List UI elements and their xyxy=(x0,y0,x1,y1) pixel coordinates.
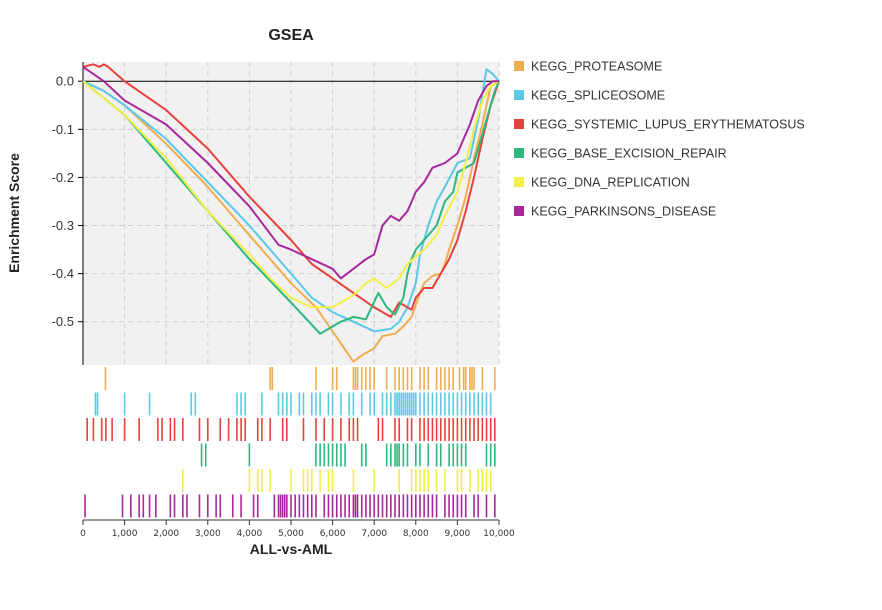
hit-markers xyxy=(84,367,496,518)
x-tick-label: 5,000 xyxy=(278,529,304,539)
y-tick-label: -0.5 xyxy=(52,314,74,329)
legend-swatch xyxy=(514,148,524,158)
x-tick-label: 8,000 xyxy=(403,529,429,539)
legend-swatch xyxy=(514,119,524,129)
x-gridlines xyxy=(124,62,500,365)
series-lines xyxy=(82,63,500,363)
x-tick-label: 1,000 xyxy=(112,529,138,539)
legend-swatch xyxy=(514,61,524,71)
x-tick-label: 9,000 xyxy=(445,529,471,539)
x-tick-label: 7,000 xyxy=(361,529,387,539)
legend-swatch xyxy=(514,206,524,216)
legend: KEGG_PROTEASOME KEGG_SPLICEOSOME KEGG_SYST… xyxy=(514,60,805,219)
series-line xyxy=(82,80,500,363)
y-ticks: 0.0 -0.1 -0.2 -0.3 -0.4 -0.5 xyxy=(52,74,83,329)
legend-swatch xyxy=(514,177,524,187)
y-tick-label: -0.2 xyxy=(52,170,74,185)
series-line xyxy=(82,80,500,309)
x-tick-label: 6,000 xyxy=(320,529,346,539)
x-tick-label: 0 xyxy=(80,529,86,539)
x-ticks: 0 1,000 2,000 3,000 4,000 5,000 6,000 7,000 8,00… xyxy=(80,520,515,539)
legend-swatch xyxy=(514,90,524,100)
series-line xyxy=(82,68,500,333)
legend-label: KEGG_DNA_REPLICATION xyxy=(531,176,690,190)
chart-title: GSEA xyxy=(268,27,314,44)
legend-label: KEGG_PARKINSONS_DISEASE xyxy=(531,205,716,219)
y-axis-label: Enrichment Score xyxy=(6,153,22,273)
legend-label: KEGG_PROTEASOME xyxy=(531,60,662,74)
x-tick-label: 10,000 xyxy=(483,529,515,539)
y-tick-label: -0.1 xyxy=(52,122,74,137)
legend-label: KEGG_BASE_EXCISION_REPAIR xyxy=(531,147,727,161)
series-line xyxy=(82,63,500,318)
x-axis-label: ALL-vs-AML xyxy=(250,541,333,557)
legend-label: KEGG_SYSTEMIC_LUPUS_ERYTHEMATOSUS xyxy=(531,118,805,132)
x-tick-label: 3,000 xyxy=(195,529,221,539)
y-tick-label: -0.3 xyxy=(52,218,74,233)
y-tick-label: -0.4 xyxy=(52,266,74,281)
x-tick-label: 4,000 xyxy=(237,529,263,539)
x-tick-label: 2,000 xyxy=(153,529,179,539)
series-line xyxy=(82,65,499,280)
y-tick-label: 0.0 xyxy=(56,74,74,89)
legend-label: KEGG_SPLICEOSOME xyxy=(531,89,665,103)
